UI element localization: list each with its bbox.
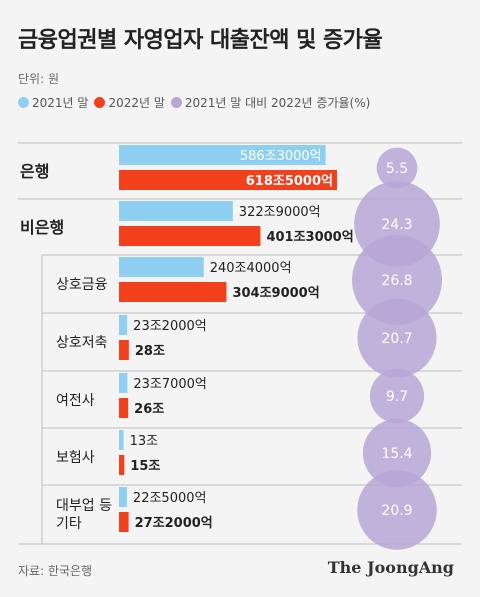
growth-label: 20.9 [381, 503, 412, 519]
value-label-2022: 28조 [135, 344, 165, 359]
value-label-2022: 401조3000억 [266, 230, 353, 245]
value-label-2022: 15조 [130, 459, 160, 474]
value-label-2021: 240조4000억 [210, 261, 292, 276]
value-label-2021: 23조2000억 [133, 319, 207, 334]
bar-2021 [119, 315, 128, 335]
growth-bubble [369, 368, 425, 424]
growth-label: 15.4 [381, 446, 412, 462]
bar-2022 [119, 512, 129, 532]
category-label: 여전사 [56, 393, 95, 409]
bar-2021 [119, 201, 233, 221]
growth-bubbles [352, 147, 442, 550]
bar-2021 [119, 430, 124, 450]
category-label: 비은행 [20, 218, 64, 237]
legend-label-growth: 2021년 말 대비 2022년 증가율(%) [184, 96, 371, 110]
bar-2021 [119, 145, 326, 165]
bar-2022 [119, 170, 337, 190]
legend: 2021년 말 2022년 말 2021년 말 대비 2022년 증가율(%) [18, 94, 376, 111]
growth-label: 20.7 [381, 331, 412, 347]
value-label-2021: 13조 [130, 434, 159, 449]
labels: 은행 586조3000억 618조5000억 5.5 비은행 322조9000억 401조3… [20, 149, 413, 532]
legend-label-2021: 2021년 말 [32, 96, 89, 110]
bar-2021 [119, 487, 127, 507]
bar-2022 [119, 455, 125, 475]
growth-label: 5.5 [386, 161, 408, 177]
value-label-2022: 27조2000억 [135, 516, 213, 531]
value-label-2021: 22조5000억 [133, 491, 207, 506]
growth-bubble [357, 470, 437, 550]
brand-logo: The JoongAng [327, 558, 454, 577]
legend-item-growth: 2021년 말 대비 2022년 증가율(%) [170, 94, 371, 111]
unit-label: 단위: 원 [18, 72, 59, 86]
bar-2022 [119, 340, 129, 360]
growth-bubble [357, 298, 437, 378]
chart-title: 금융업권별 자영업자 대출잔액 및 증가율 [18, 28, 383, 53]
category-label: 상호금융 [56, 277, 108, 293]
category-label: 은행 [20, 162, 49, 181]
category-label: 대부업 등 기타 [56, 498, 112, 532]
bar-2022 [119, 282, 227, 302]
legend-item-2022: 2022년 말 [94, 94, 165, 111]
category-label: 상호저축 [56, 335, 108, 351]
growth-label: 24.3 [381, 217, 412, 233]
bar-2021 [119, 373, 128, 393]
bars [119, 145, 337, 532]
legend-swatch-2021 [18, 97, 29, 108]
growth-bubble [376, 147, 418, 189]
bar-2021 [119, 257, 204, 277]
value-label-2021: 23조7000억 [133, 377, 207, 392]
bar-2022 [119, 398, 129, 418]
category-label: 보험사 [56, 450, 95, 466]
value-label-2022: 26조 [134, 402, 164, 417]
value-label-2021: 586조3000억 [240, 149, 322, 164]
growth-label: 26.8 [381, 273, 412, 289]
value-label-2021: 322조9000억 [239, 205, 321, 220]
legend-swatch-growth [170, 97, 182, 108]
legend-label-2022: 2022년 말 [108, 96, 165, 110]
legend-swatch-2022 [94, 97, 106, 108]
growth-bubble [362, 418, 432, 488]
source-note: 자료: 한국은행 [18, 564, 93, 578]
bar-2022 [119, 226, 261, 246]
value-label-2022: 304조9000억 [232, 286, 319, 301]
growth-bubble [352, 235, 442, 325]
legend-item-2021: 2021년 말 [18, 94, 88, 111]
value-label-2022: 618조5000억 [246, 174, 333, 189]
growth-label: 9.7 [386, 389, 408, 405]
